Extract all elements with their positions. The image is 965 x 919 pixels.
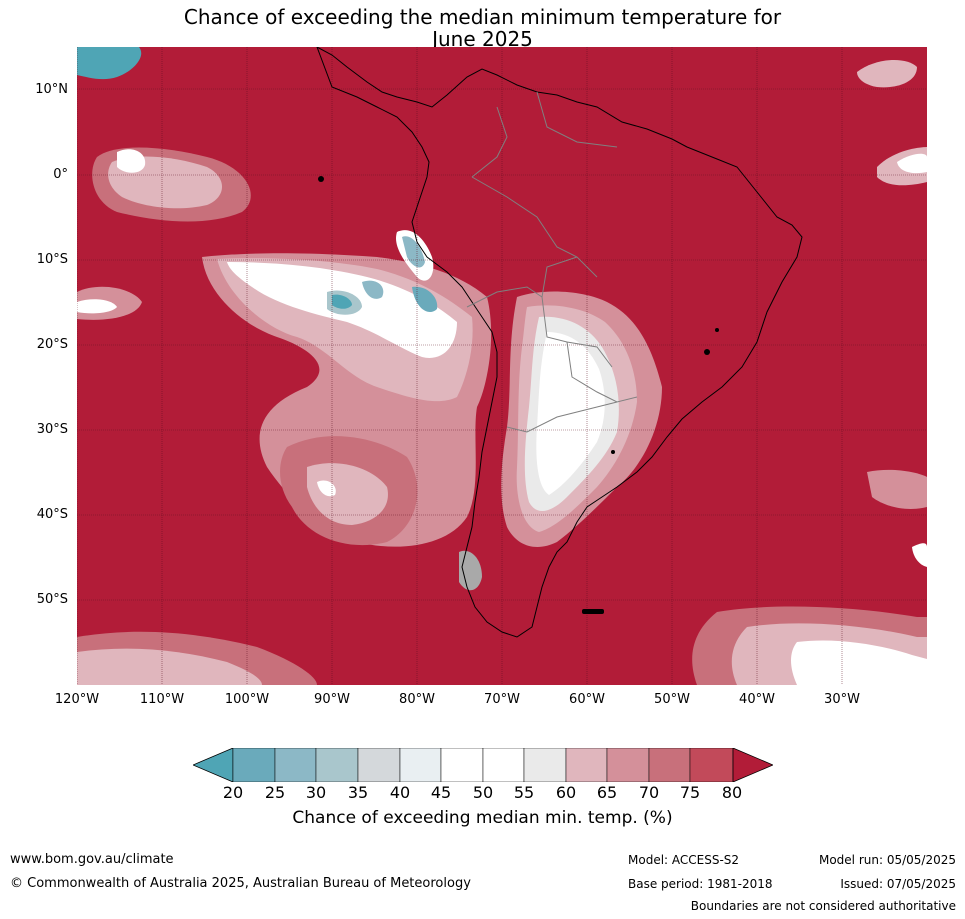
colorbar [193, 748, 773, 782]
gridlines [77, 47, 927, 685]
colorbar-segment-65-70 [606, 748, 650, 782]
lat-label-10n: 10°N [35, 82, 68, 97]
colorbar-tick-45: 45 [430, 783, 452, 802]
colorbar-tick-70: 70 [638, 783, 660, 802]
lon-label-80w: 80°W [399, 692, 435, 707]
colorbar-segment-30-35 [315, 748, 359, 782]
colorbar-tick-25: 25 [264, 783, 286, 802]
colorbar-tick-20: 20 [222, 783, 244, 802]
lon-label-110w: 110°W [139, 692, 185, 707]
lon-label-60w: 60°W [569, 692, 605, 707]
colorbar-tick-55: 55 [513, 783, 535, 802]
colorbar-segment-50-55 [482, 748, 525, 782]
lon-label-40w: 40°W [739, 692, 775, 707]
colorbar-segment-70-75 [648, 748, 691, 782]
issued-text: Issued: 07/05/2025 [840, 877, 956, 891]
lon-label-70w: 70°W [484, 692, 520, 707]
map-title-line-1: Chance of exceeding the median minimum t… [183, 5, 782, 29]
colorbar-tick-40: 40 [389, 783, 411, 802]
colorbar-above-80-triangle [732, 748, 773, 782]
country-borders [466, 91, 638, 433]
base-period-text: Base period: 1981-2018 [628, 877, 773, 891]
map-canvas [77, 47, 927, 685]
model-run-text: Model run: 05/05/2025 [818, 853, 956, 867]
lat-label-40s: 40°S [36, 507, 68, 522]
lat-label-50s: 50°S [36, 592, 68, 607]
colorbar-segment-45-50 [440, 748, 484, 782]
colorbar-segment-75-80 [689, 748, 734, 782]
lon-label-100w: 100°W [224, 692, 270, 707]
lon-label-30w: 30°W [824, 692, 860, 707]
website-link[interactable]: www.bom.gov.au/climate [10, 852, 174, 867]
lat-label-0: 0° [53, 167, 68, 182]
colorbar-tick-80: 80 [721, 783, 743, 802]
probability-map [77, 47, 927, 685]
colorbar-tick-50: 50 [472, 783, 494, 802]
lon-label-90w: 90°W [314, 692, 350, 707]
colorbar-below-20-triangle [193, 748, 234, 782]
colorbar-tick-35: 35 [347, 783, 369, 802]
lat-label-10s: 10°S [36, 252, 68, 267]
colorbar-label: Chance of exceeding median min. temp. (%… [292, 808, 673, 828]
colorbar-tick-30: 30 [305, 783, 327, 802]
colorbar-tick-65: 65 [596, 783, 618, 802]
probability-shading [77, 47, 927, 685]
lon-label-50w: 50°W [654, 692, 690, 707]
colorbar-segment-55-60 [523, 748, 567, 782]
colorbar-tick-60: 60 [555, 783, 577, 802]
lat-label-30s: 30°S [36, 422, 68, 437]
model-text: Model: ACCESS-S2 [628, 853, 740, 867]
lon-label-120w: 120°W [54, 692, 100, 707]
colorbar-tick-75: 75 [679, 783, 701, 802]
colorbar-segment-60-65 [565, 748, 608, 782]
copyright-text: © Commonwealth of Australia 2025, Austra… [10, 876, 471, 891]
colorbar-segment-40-45 [399, 748, 442, 782]
disclaimer-text: Boundaries are not considered authoritat… [690, 899, 956, 913]
south-america-coastline [316, 47, 803, 638]
colorbar-segment-35-40 [357, 748, 401, 782]
lat-label-20s: 20°S [36, 337, 68, 352]
colorbar-segment-25-30 [274, 748, 317, 782]
islands [318, 176, 719, 614]
colorbar-segment-20-25 [232, 748, 276, 782]
